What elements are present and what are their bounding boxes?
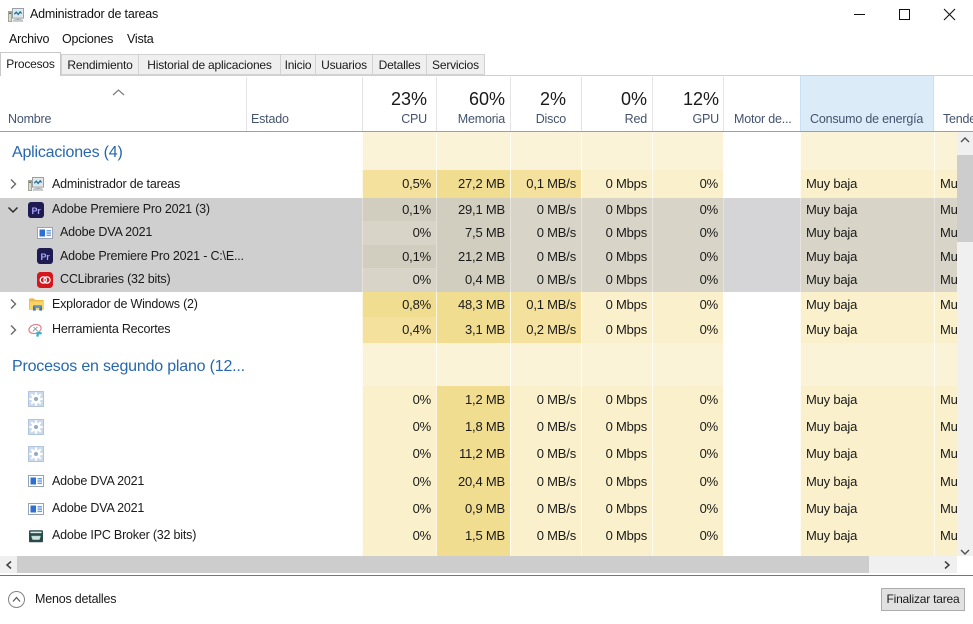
svg-text:Pr: Pr [40,252,50,262]
svg-text:Pr: Pr [31,205,41,215]
